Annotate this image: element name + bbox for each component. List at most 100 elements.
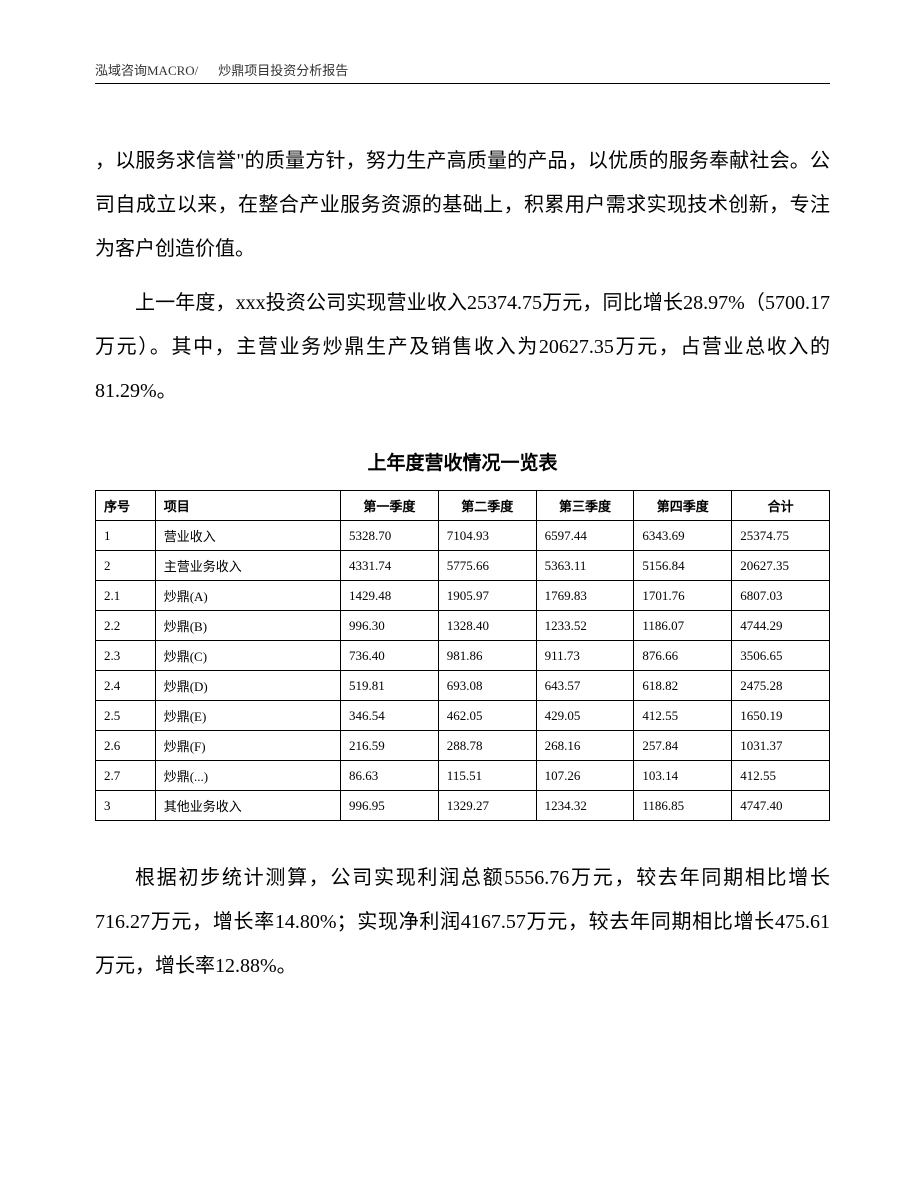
table-cell-q4: 618.82 [634, 671, 732, 701]
table-cell-q3: 429.05 [536, 701, 634, 731]
table-cell-q3: 5363.11 [536, 551, 634, 581]
table-row: 2.2炒鼎(B)996.301328.401233.521186.074744.… [96, 611, 830, 641]
table-row: 2.1炒鼎(A)1429.481905.971769.831701.766807… [96, 581, 830, 611]
header-company: 泓域咨询MACRO/ [95, 63, 198, 78]
table-cell-q4: 103.14 [634, 761, 732, 791]
table-cell-total: 1031.37 [732, 731, 830, 761]
table-cell-q3: 268.16 [536, 731, 634, 761]
table-row: 2.5炒鼎(E)346.54462.05429.05412.551650.19 [96, 701, 830, 731]
table-cell-q3: 911.73 [536, 641, 634, 671]
revenue-table: 序号 项目 第一季度 第二季度 第三季度 第四季度 合计 1营业收入5328.7… [95, 490, 830, 821]
table-cell-q4: 876.66 [634, 641, 732, 671]
table-cell-q1: 86.63 [341, 761, 439, 791]
table-cell-total: 3506.65 [732, 641, 830, 671]
body-text-block-3: 根据初步统计测算，公司实现利润总额5556.76万元，较去年同期相比增长716.… [95, 856, 830, 988]
table-cell-seq: 2.2 [96, 611, 156, 641]
table-cell-q2: 7104.93 [438, 521, 536, 551]
table-cell-q2: 693.08 [438, 671, 536, 701]
table-cell-item: 主营业务收入 [155, 551, 340, 581]
table-cell-q3: 643.57 [536, 671, 634, 701]
table-cell-q2: 115.51 [438, 761, 536, 791]
table-cell-total: 6807.03 [732, 581, 830, 611]
table-cell-seq: 2.7 [96, 761, 156, 791]
table-cell-q3: 1234.32 [536, 791, 634, 821]
table-cell-item: 炒鼎(A) [155, 581, 340, 611]
th-total: 合计 [732, 491, 830, 521]
table-cell-q3: 1769.83 [536, 581, 634, 611]
table-cell-seq: 2.6 [96, 731, 156, 761]
table-cell-q1: 996.95 [341, 791, 439, 821]
table-cell-item: 炒鼎(C) [155, 641, 340, 671]
page-header: 泓域咨询MACRO/炒鼎项目投资分析报告 [95, 60, 830, 84]
table-body: 1营业收入5328.707104.936597.446343.6925374.7… [96, 521, 830, 821]
table-cell-total: 2475.28 [732, 671, 830, 701]
th-q4: 第四季度 [634, 491, 732, 521]
table-cell-total: 4744.29 [732, 611, 830, 641]
table-cell-q4: 257.84 [634, 731, 732, 761]
table-row: 1营业收入5328.707104.936597.446343.6925374.7… [96, 521, 830, 551]
paragraph-2: 上一年度，xxx投资公司实现营业收入25374.75万元，同比增长28.97%（… [95, 281, 830, 413]
table-cell-q4: 1701.76 [634, 581, 732, 611]
table-row: 3其他业务收入996.951329.271234.321186.854747.4… [96, 791, 830, 821]
table-cell-q3: 1233.52 [536, 611, 634, 641]
table-row: 2.4炒鼎(D)519.81693.08643.57618.822475.28 [96, 671, 830, 701]
table-cell-item: 炒鼎(B) [155, 611, 340, 641]
table-row: 2.7炒鼎(...)86.63115.51107.26103.14412.55 [96, 761, 830, 791]
table-cell-item: 其他业务收入 [155, 791, 340, 821]
table-cell-seq: 3 [96, 791, 156, 821]
table-cell-item: 炒鼎(E) [155, 701, 340, 731]
table-cell-q3: 107.26 [536, 761, 634, 791]
body-text-block-1: ，以服务求信誉"的质量方针，努力生产高质量的产品，以优质的服务奉献社会。公司自成… [95, 139, 830, 271]
table-row: 2.6炒鼎(F)216.59288.78268.16257.841031.37 [96, 731, 830, 761]
table-cell-q1: 996.30 [341, 611, 439, 641]
table-cell-item: 炒鼎(...) [155, 761, 340, 791]
table-cell-q2: 1905.97 [438, 581, 536, 611]
table-cell-item: 炒鼎(D) [155, 671, 340, 701]
table-cell-total: 1650.19 [732, 701, 830, 731]
table-row: 2主营业务收入4331.745775.665363.115156.8420627… [96, 551, 830, 581]
table-cell-q3: 6597.44 [536, 521, 634, 551]
table-cell-q1: 216.59 [341, 731, 439, 761]
table-cell-q4: 412.55 [634, 701, 732, 731]
paragraph-1: ，以服务求信誉"的质量方针，努力生产高质量的产品，以优质的服务奉献社会。公司自成… [95, 139, 830, 271]
body-text-block-2: 上一年度，xxx投资公司实现营业收入25374.75万元，同比增长28.97%（… [95, 281, 830, 413]
table-cell-total: 412.55 [732, 761, 830, 791]
th-q3: 第三季度 [536, 491, 634, 521]
th-item: 项目 [155, 491, 340, 521]
th-q2: 第二季度 [438, 491, 536, 521]
header-report-title: 炒鼎项目投资分析报告 [218, 63, 348, 78]
paragraph-3: 根据初步统计测算，公司实现利润总额5556.76万元，较去年同期相比增长716.… [95, 856, 830, 988]
table-cell-seq: 2 [96, 551, 156, 581]
table-cell-seq: 2.1 [96, 581, 156, 611]
table-cell-q2: 1329.27 [438, 791, 536, 821]
table-cell-q2: 1328.40 [438, 611, 536, 641]
table-cell-q1: 1429.48 [341, 581, 439, 611]
table-cell-q1: 4331.74 [341, 551, 439, 581]
table-cell-item: 营业收入 [155, 521, 340, 551]
table-cell-q4: 1186.07 [634, 611, 732, 641]
table-cell-q1: 5328.70 [341, 521, 439, 551]
table-row: 2.3炒鼎(C)736.40981.86911.73876.663506.65 [96, 641, 830, 671]
table-cell-q1: 519.81 [341, 671, 439, 701]
table-cell-total: 4747.40 [732, 791, 830, 821]
table-cell-seq: 1 [96, 521, 156, 551]
table-cell-q2: 981.86 [438, 641, 536, 671]
table-cell-item: 炒鼎(F) [155, 731, 340, 761]
table-cell-q1: 736.40 [341, 641, 439, 671]
table-cell-q1: 346.54 [341, 701, 439, 731]
th-seq: 序号 [96, 491, 156, 521]
table-header-row: 序号 项目 第一季度 第二季度 第三季度 第四季度 合计 [96, 491, 830, 521]
table-cell-q4: 6343.69 [634, 521, 732, 551]
table-title: 上年度营收情况一览表 [95, 448, 830, 475]
th-q1: 第一季度 [341, 491, 439, 521]
table-cell-seq: 2.5 [96, 701, 156, 731]
table-cell-seq: 2.4 [96, 671, 156, 701]
table-cell-q4: 1186.85 [634, 791, 732, 821]
table-cell-q2: 288.78 [438, 731, 536, 761]
table-cell-seq: 2.3 [96, 641, 156, 671]
table-cell-q2: 462.05 [438, 701, 536, 731]
table-cell-total: 20627.35 [732, 551, 830, 581]
table-cell-total: 25374.75 [732, 521, 830, 551]
table-cell-q2: 5775.66 [438, 551, 536, 581]
table-cell-q4: 5156.84 [634, 551, 732, 581]
